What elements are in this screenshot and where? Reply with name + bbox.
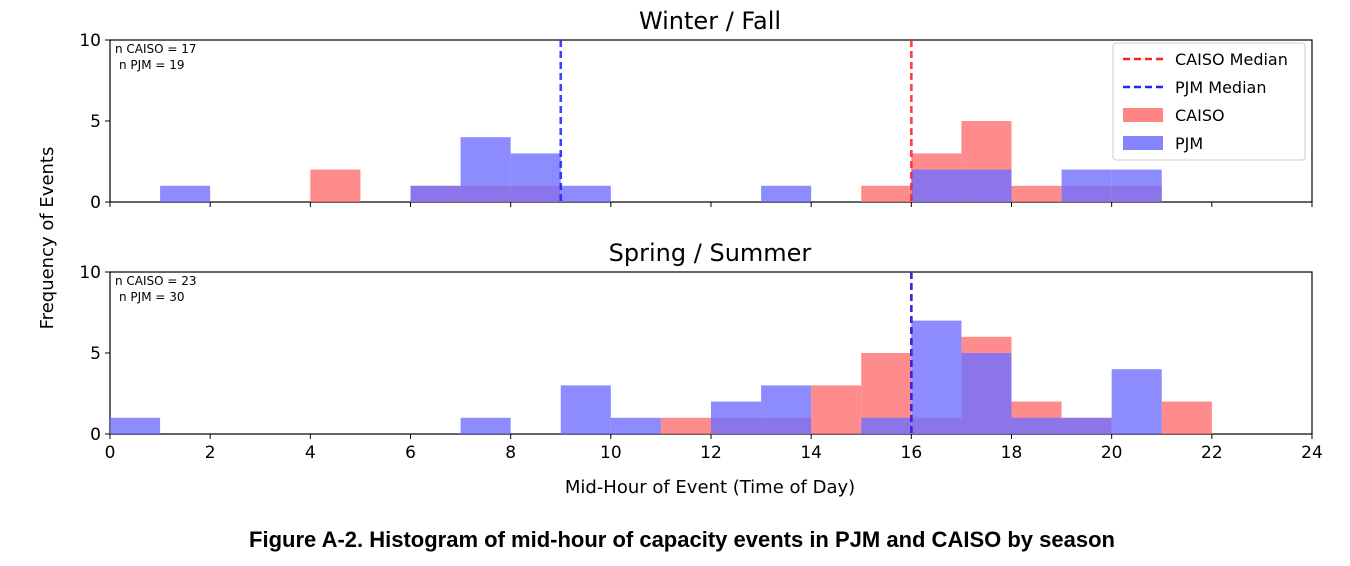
top-pjm-bar: [560, 185, 611, 202]
x-tick-label: 16: [901, 443, 923, 463]
bottom-pjm-bar: [861, 417, 912, 434]
x-tick-label: 8: [505, 443, 516, 463]
legend-swatch: [1123, 136, 1163, 150]
legend-entry-label: CAISO: [1175, 106, 1225, 125]
x-tick-label: 2: [205, 443, 216, 463]
bottom-caiso-bar: [811, 385, 862, 434]
legend-entry-label: PJM: [1175, 134, 1203, 153]
bottom-pjm-bar: [911, 320, 962, 434]
top-pjm-bar: [761, 185, 812, 202]
x-tick-label: 18: [1001, 443, 1023, 463]
bottom-caiso-bar: [660, 417, 711, 434]
bottom-sample-size-note: n CAISO = 23: [115, 274, 197, 288]
top-pjm-bar: [911, 169, 962, 202]
top-pjm-bar: [460, 137, 511, 202]
legend-entry-label: CAISO Median: [1175, 50, 1288, 69]
top-sample-size-note: n CAISO = 17: [115, 42, 197, 56]
bottom-pjm-bar: [761, 385, 812, 434]
x-tick-label: 22: [1201, 443, 1223, 463]
x-tick-label: 0: [105, 443, 116, 463]
top-pjm-bar: [1061, 169, 1112, 202]
legend: CAISO Median PJM Median CAISO PJM: [1112, 42, 1306, 161]
figure-caption: Figure A-2. Histogram of mid-hour of cap…: [249, 527, 1115, 552]
legend-swatch: [1123, 108, 1163, 122]
bottom-pjm-bar: [610, 417, 661, 434]
top-panel-plot: 0 5 10 n CAISO = 17 n PJM = 19: [79, 31, 1313, 213]
top-y-tick-label: 10: [79, 31, 101, 51]
top-y-tick-label: 0: [90, 193, 101, 213]
x-tick-label: 10: [600, 443, 622, 463]
top-pjm-bar: [961, 169, 1012, 202]
bottom-pjm-bar: [110, 417, 161, 434]
bottom-pjm-bar: [560, 385, 611, 434]
top-panel-title: Winter / Fall: [639, 7, 781, 35]
bottom-y-tick-label: 0: [90, 425, 101, 445]
top-y-tick-label: 5: [90, 112, 101, 132]
x-tick-label: 20: [1101, 443, 1123, 463]
legend-entry-label: PJM Median: [1175, 78, 1266, 97]
x-tick-label: 4: [305, 443, 316, 463]
top-caiso-bar: [1011, 185, 1062, 202]
x-axis-label: Mid-Hour of Event (Time of Day): [565, 477, 855, 498]
x-tick-label: 24: [1301, 443, 1323, 463]
top-pjm-bar: [410, 185, 461, 202]
y-axis-label: Frequency of Events: [37, 147, 58, 330]
top-pjm-bar: [1111, 169, 1162, 202]
bottom-pjm-bar: [1061, 417, 1112, 434]
x-tick-label: 12: [700, 443, 722, 463]
bottom-pjm-bar: [711, 401, 762, 434]
bottom-pjm-bar: [961, 353, 1012, 434]
bottom-y-tick-label: 10: [79, 263, 101, 283]
top-sample-size-note: n PJM = 19: [119, 58, 185, 72]
top-pjm-bar: [160, 185, 211, 202]
bottom-pjm-bar: [1111, 369, 1162, 434]
x-tick-label: 14: [800, 443, 822, 463]
legend-box: [1112, 42, 1306, 161]
bottom-pjm-bar: [1011, 417, 1062, 434]
top-caiso-bar: [310, 169, 361, 202]
x-tick-label: 6: [405, 443, 416, 463]
bottom-sample-size-note: n PJM = 30: [119, 290, 185, 304]
bottom-pjm-bar: [460, 417, 511, 434]
bottom-y-tick-label: 5: [90, 344, 101, 364]
top-pjm-bar: [510, 153, 561, 202]
bottom-caiso-bar: [1161, 401, 1212, 434]
bottom-panel-title: Spring / Summer: [609, 239, 812, 267]
top-caiso-bar: [861, 185, 912, 202]
